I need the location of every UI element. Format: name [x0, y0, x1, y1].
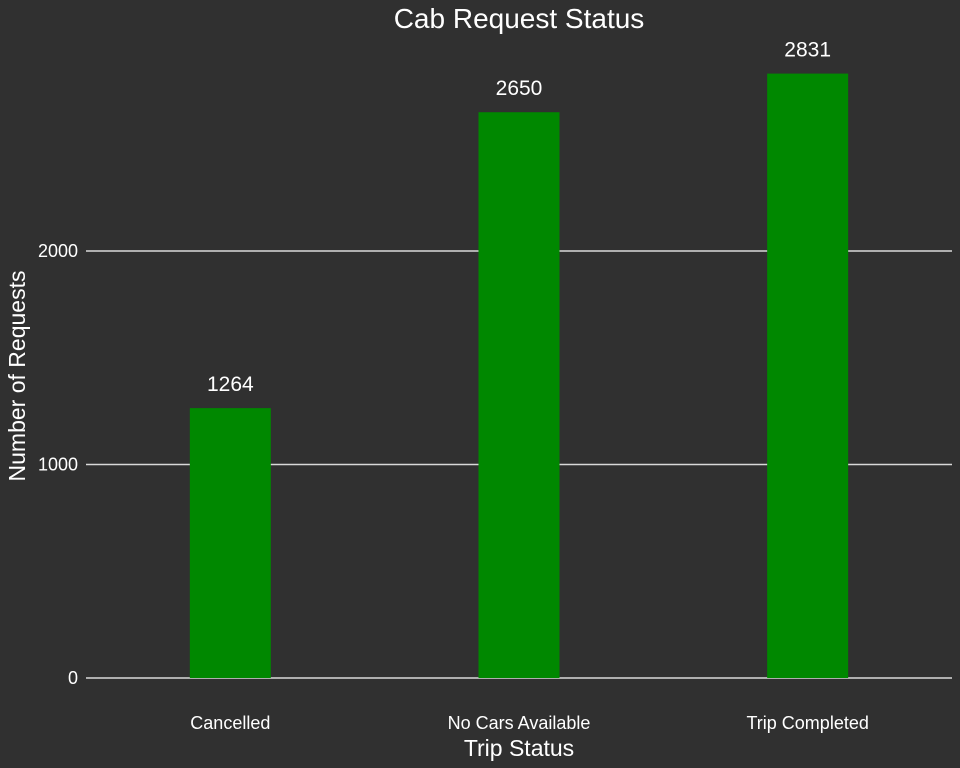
chart-title: Cab Request Status: [394, 3, 645, 34]
y-axis-ticks: 0 1000 2000: [38, 241, 78, 688]
bars: [189, 73, 849, 679]
y-tick-label: 1000: [38, 455, 78, 475]
y-tick-label: 0: [68, 668, 78, 688]
bar: [478, 112, 560, 679]
data-labels: 1264 2650 2831: [207, 39, 831, 397]
x-axis-title: Trip Status: [464, 735, 574, 761]
y-axis-title: Number of Requests: [4, 271, 30, 482]
x-tick-label: Trip Completed: [746, 713, 868, 733]
x-axis-ticks: Cancelled No Cars Available Trip Completed: [190, 713, 869, 733]
bar-value-label: 2831: [784, 39, 831, 62]
bar: [767, 73, 849, 679]
bar-value-label: 1264: [207, 373, 254, 396]
bar: [189, 408, 271, 678]
x-tick-label: Cancelled: [190, 713, 270, 733]
x-tick-label: No Cars Available: [448, 713, 591, 733]
bar-value-label: 2650: [496, 77, 543, 100]
y-tick-label: 2000: [38, 241, 78, 261]
